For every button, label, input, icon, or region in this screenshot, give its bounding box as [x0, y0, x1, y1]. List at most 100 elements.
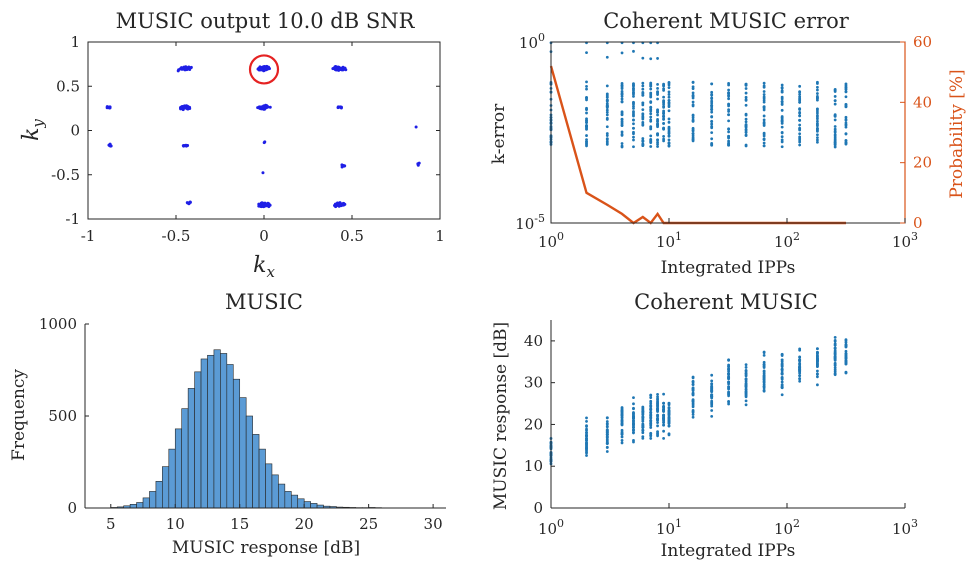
- response-point: [762, 353, 766, 357]
- kerror-point: [691, 91, 695, 95]
- kerror-point: [816, 96, 819, 100]
- x-tick-label: 20: [295, 515, 314, 533]
- kerror-point: [691, 87, 695, 90]
- kerror-point: [656, 145, 659, 148]
- x-tick-label: -0.5: [162, 227, 191, 245]
- kerror-point: [585, 121, 588, 124]
- response-point: [649, 434, 653, 438]
- response-point: [780, 358, 784, 362]
- response-point: [844, 361, 848, 364]
- histogram-bar: [207, 354, 215, 509]
- kerror-point: [816, 133, 819, 137]
- response-point: [816, 369, 819, 373]
- x-tick-label: 0: [259, 227, 269, 245]
- point: [261, 171, 265, 175]
- response-point: [691, 413, 695, 416]
- response-point: [605, 450, 609, 453]
- kerror-point: [649, 145, 653, 148]
- axes: [550, 320, 905, 509]
- response-point: [649, 401, 653, 405]
- response-point: [641, 418, 645, 421]
- kerror-point: [641, 108, 645, 112]
- x-tick-label: 1: [435, 227, 445, 245]
- response-point: [620, 435, 624, 439]
- response-point: [662, 413, 666, 417]
- kerror-point: [844, 139, 848, 143]
- y-axis-label: k-error: [489, 103, 509, 164]
- response-point: [710, 387, 714, 391]
- kerror-point: [641, 144, 645, 148]
- kerror-point: [833, 133, 837, 136]
- histogram-bar: [187, 388, 195, 509]
- response-point: [632, 430, 635, 434]
- response-point: [620, 441, 624, 445]
- response-point: [649, 416, 653, 420]
- kerror-point: [667, 109, 671, 113]
- response-point: [585, 416, 588, 420]
- response-point: [780, 393, 784, 397]
- kerror-point: [649, 134, 653, 138]
- kerror-point: [605, 84, 609, 88]
- response-point: [667, 413, 671, 417]
- kerror-point: [780, 103, 784, 106]
- kerror-point: [632, 106, 635, 110]
- kerror-point: [667, 105, 671, 109]
- kerror-point: [691, 116, 695, 120]
- kerror-point: [656, 118, 659, 121]
- kerror-point: [744, 120, 748, 124]
- kerror-point: [762, 81, 766, 85]
- response-point: [620, 419, 624, 423]
- x-tick-label: 25: [359, 515, 378, 533]
- y-tick-label: 1: [70, 33, 80, 51]
- x-tick-label-base: 10: [774, 520, 793, 538]
- response-point: [833, 335, 837, 339]
- kerror-point: [585, 118, 588, 122]
- kerror-point: [744, 82, 748, 86]
- y-tick-label: 0.5: [56, 77, 80, 95]
- point: [184, 144, 188, 148]
- histogram-bar: [155, 481, 163, 509]
- kerror-point: [762, 100, 766, 104]
- chart-title: Coherent MUSIC: [634, 290, 818, 314]
- x-tick-label-base: 10: [892, 233, 911, 251]
- kerror-point: [641, 101, 645, 105]
- response-point: [662, 418, 666, 422]
- y-tick-label: 10-5: [515, 212, 545, 233]
- kerror-point: [710, 104, 714, 108]
- histogram-bar: [284, 491, 292, 509]
- kerror-point: [710, 131, 714, 135]
- point: [181, 144, 185, 148]
- kerror-point: [585, 108, 588, 111]
- kerror-point: [816, 140, 819, 144]
- chart-music-histogram: MUSIC 5 10 15 20 25 30 0 500 1000 MUSIC respons…: [9, 290, 446, 558]
- response-point: [662, 392, 666, 396]
- kerror-point: [620, 145, 624, 149]
- response-point: [727, 385, 731, 389]
- x-tick-label: 5: [106, 515, 116, 533]
- point: [188, 200, 192, 204]
- kerror-point: [744, 91, 748, 95]
- response-point: [727, 358, 731, 362]
- kerror-point: [744, 131, 748, 134]
- point: [176, 69, 180, 73]
- kerror-point: [632, 138, 635, 142]
- response-point: [762, 381, 766, 385]
- response-point: [762, 384, 766, 388]
- response-point: [833, 363, 837, 367]
- response-point: [632, 396, 635, 400]
- response-point: [691, 392, 695, 396]
- response-point: [833, 338, 837, 342]
- kerror-point: [649, 112, 653, 116]
- kerror-point: [744, 128, 748, 132]
- response-point: [605, 428, 609, 432]
- response-point: [605, 438, 609, 442]
- response-point: [641, 425, 645, 429]
- kerror-point: [833, 102, 837, 106]
- point: [189, 65, 193, 69]
- response-point: [710, 382, 714, 386]
- response-point: [620, 407, 624, 410]
- response-point: [667, 406, 671, 410]
- x-tick-label: -1: [81, 227, 96, 245]
- response-point: [620, 416, 624, 420]
- response-point: [691, 389, 695, 393]
